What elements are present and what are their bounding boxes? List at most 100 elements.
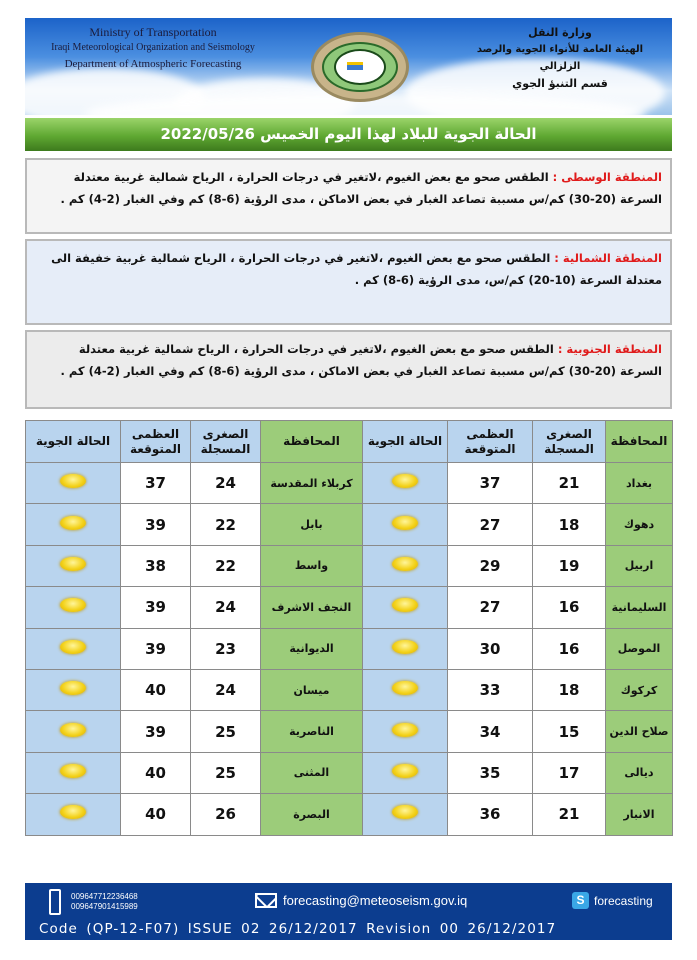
- sun-icon: [392, 681, 418, 696]
- governorate-cell: البصرة: [260, 793, 363, 836]
- governorate-cell: النجف الاشرف: [260, 586, 363, 629]
- max-temp-cell: 36: [447, 793, 533, 836]
- min-temp-cell: 23: [190, 627, 261, 670]
- max-temp-cell: 39: [120, 710, 191, 753]
- max-temp-cell: 40: [120, 751, 191, 795]
- max-temp-cell: 33: [447, 668, 533, 712]
- min-temp-cell: 19: [532, 544, 606, 588]
- weather-cell: [25, 544, 121, 588]
- max-temp-cell: 37: [447, 461, 533, 505]
- en-line-3: Department of Atmospheric Forecasting: [64, 58, 242, 70]
- sun-icon: [392, 598, 418, 613]
- weather-cell: [362, 793, 448, 836]
- email-text: forecasting@meteoseism.gov.iq: [283, 893, 468, 908]
- email-contact[interactable]: forecasting@meteoseism.gov.iq: [255, 893, 467, 908]
- sun-icon: [60, 763, 86, 778]
- envelope-icon: [255, 893, 277, 908]
- ministry-arabic: وزارة النقل الهيئة العامة للأنواء الجوية…: [460, 24, 660, 92]
- min-temp-cell: 16: [532, 586, 606, 629]
- max-temp-cell: 40: [120, 668, 191, 712]
- table-row: بغداد 21 37 كربلاء المقدسة 24 37: [25, 461, 673, 505]
- header-governorate: المحافظة: [605, 420, 673, 463]
- min-temp-cell: 22: [190, 544, 261, 588]
- governorate-cell: دهوك: [605, 503, 673, 546]
- header-weather: الحالة الجوية: [25, 420, 121, 463]
- region-text: الطقس صحو مع بعض الغيوم ،لاتغير في درجات…: [60, 342, 662, 378]
- governorate-cell: الموصل: [605, 627, 673, 670]
- governorate-cell: الناصرية: [260, 710, 363, 753]
- weather-cell: [362, 503, 448, 546]
- sun-icon: [392, 722, 418, 737]
- max-temp-cell: 27: [447, 586, 533, 629]
- phone-icon: [49, 889, 61, 915]
- sun-icon: [60, 805, 86, 820]
- ar-line-2: الهيئة العامة للأنواء الجوية والرصد الزل…: [476, 44, 644, 72]
- weather-cell: [25, 503, 121, 546]
- region-label: المنطقة الوسطى :: [552, 170, 662, 184]
- weather-cell: [362, 461, 448, 505]
- sun-icon: [60, 639, 86, 654]
- table-row: كركوك 18 33 ميسان 24 40: [25, 668, 673, 712]
- max-temp-cell: 40: [120, 793, 191, 836]
- phone-numbers: 009647712236468 009647901415989: [71, 892, 138, 912]
- weather-cell: [25, 710, 121, 753]
- min-temp-cell: 24: [190, 586, 261, 629]
- min-temp-cell: 16: [532, 627, 606, 670]
- table-row: صلاح الدين 15 34 الناصرية 25 39: [25, 710, 673, 753]
- header-max: العظمى المتوقعة: [447, 420, 533, 463]
- region-label: المنطقة الجنوبية :: [557, 342, 662, 356]
- ar-line-1: وزارة النقل: [528, 26, 592, 39]
- min-temp-cell: 25: [190, 751, 261, 795]
- region-text: الطقس صحو مع بعض الغيوم ،لاتغير في درجات…: [51, 251, 662, 287]
- min-temp-cell: 24: [190, 668, 261, 712]
- governorate-cell: ديالى: [605, 751, 673, 795]
- header-max: العظمى المتوقعة: [120, 420, 191, 463]
- weather-cell: [362, 751, 448, 795]
- en-line-2: Iraqi Meteorological Organization and Se…: [51, 42, 255, 53]
- weather-cell: [25, 793, 121, 836]
- forecast-table: المحافظة الصغرى المسجلة العظمى المتوقعة …: [25, 420, 673, 836]
- sun-icon: [392, 474, 418, 489]
- governorate-cell: بغداد: [605, 461, 673, 505]
- weather-cell: [25, 586, 121, 629]
- table-row: الانبار 21 36 البصرة 26 40: [25, 793, 673, 836]
- sun-icon: [60, 598, 86, 613]
- max-temp-cell: 34: [447, 710, 533, 753]
- min-temp-cell: 21: [532, 793, 606, 836]
- sun-icon: [60, 722, 86, 737]
- table-row: ديالى 17 35 المثنى 25 40: [25, 751, 673, 795]
- phone-number: 009647712236468: [71, 892, 138, 901]
- min-temp-cell: 17: [532, 751, 606, 795]
- skype-text: forecasting: [594, 893, 653, 908]
- table-row: دهوك 18 27 بابل 22 39: [25, 503, 673, 546]
- weather-cell: [25, 627, 121, 670]
- min-temp-cell: 21: [532, 461, 606, 505]
- table-header-row: المحافظة الصغرى المسجلة العظمى المتوقعة …: [25, 420, 673, 463]
- max-temp-cell: 30: [447, 627, 533, 670]
- min-temp-cell: 15: [532, 710, 606, 753]
- min-temp-cell: 18: [532, 503, 606, 546]
- max-temp-cell: 27: [447, 503, 533, 546]
- skype-icon: S: [572, 892, 589, 909]
- footer: 009647712236468 009647901415989 forecast…: [25, 883, 672, 940]
- governorate-cell: المثنى: [260, 751, 363, 795]
- header-min: الصغرى المسجلة: [532, 420, 606, 463]
- governorate-cell: الديوانية: [260, 627, 363, 670]
- sun-icon: [60, 474, 86, 489]
- sun-icon: [60, 681, 86, 696]
- header-governorate: المحافظة: [260, 420, 363, 463]
- header-min: الصغرى المسجلة: [190, 420, 261, 463]
- weather-cell: [362, 668, 448, 712]
- ministry-english: Ministry of Transportation Iraqi Meteoro…: [43, 24, 263, 72]
- governorate-cell: كركوك: [605, 668, 673, 712]
- sun-icon: [392, 805, 418, 820]
- region-north: المنطقة الشمالية : الطقس صحو مع بعض الغي…: [25, 239, 672, 325]
- max-temp-cell: 37: [120, 461, 191, 505]
- governorate-cell: اربيل: [605, 544, 673, 588]
- weather-cell: [362, 710, 448, 753]
- table-row: الموصل 16 30 الديوانية 23 39: [25, 627, 673, 670]
- weather-cell: [362, 627, 448, 670]
- max-temp-cell: 29: [447, 544, 533, 588]
- min-temp-cell: 25: [190, 710, 261, 753]
